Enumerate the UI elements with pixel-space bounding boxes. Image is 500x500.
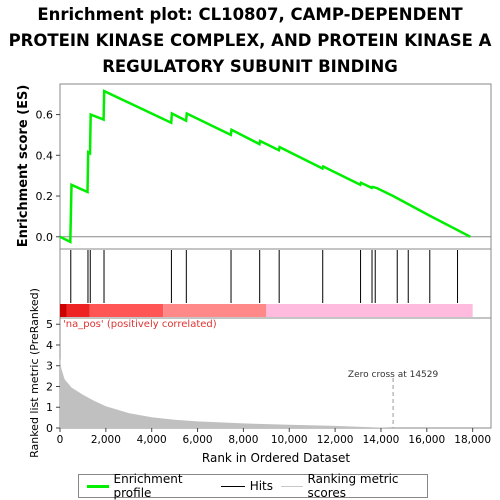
- rank-y-tick-label: 5: [46, 318, 53, 331]
- legend: Enrichment profile Hits Ranking metric s…: [78, 472, 428, 500]
- x-tick-label: 6,000: [183, 434, 213, 446]
- es-panel-frame: [59, 83, 492, 250]
- rank-y-ticks: 0 1 2 3 4 5: [46, 318, 60, 435]
- zero-cross-label: Zero cross at 14529: [348, 370, 439, 380]
- rank-y-tick-label: 2: [46, 380, 53, 393]
- legend-swatch-es: [87, 484, 109, 488]
- positive-correlation-label: 'na_pos' (positively correlated): [63, 319, 217, 330]
- ranking-metric-area: [60, 357, 473, 428]
- rank-y-tick-label: 0: [46, 422, 53, 435]
- enrichment-profile-line: [59, 89, 471, 244]
- rank-x-ticks: 0 2,000 4,000 6,000 8,000 10,000 12,000 14,000 1…: [57, 428, 491, 446]
- rank-y-axis-label: Ranked list metric (PreRanked): [28, 288, 41, 458]
- hit-markers: [70, 250, 459, 303]
- legend-label-ranking-metric: Ranking metric scores: [307, 472, 399, 500]
- es-y-tick-label: 0.0: [36, 231, 54, 244]
- x-axis-label: Rank in Ordered Dataset: [202, 451, 350, 465]
- es-y-ticks: 0.0 0.2 0.4 0.6: [36, 109, 60, 244]
- x-tick-label: 12,000: [317, 434, 354, 446]
- legend-item-ranking-metric: Ranking metric scores: [281, 472, 427, 500]
- color-bar-segment: [60, 304, 67, 317]
- x-tick-label: 2,000: [91, 434, 121, 446]
- rank-panel-frame: [59, 317, 492, 429]
- legend-item-enrichment-profile: Enrichment profile: [87, 472, 213, 500]
- x-tick-label: 4,000: [137, 434, 167, 446]
- color-bar-segment: [66, 304, 90, 317]
- legend-item-hits: Hits: [220, 479, 274, 493]
- color-bar-segment: [163, 304, 267, 317]
- legend-swatch-ranking: [281, 485, 303, 487]
- x-tick-label: 8,000: [228, 434, 258, 446]
- es-y-tick-label: 0.2: [36, 190, 54, 203]
- legend-label-enrichment-profile: Enrichment profile: [113, 472, 183, 500]
- rank-y-tick-label: 3: [46, 360, 53, 373]
- x-tick-label: 18,000: [454, 434, 491, 446]
- legend-label-hits: Hits: [249, 479, 274, 493]
- color-bar-segment: [89, 304, 164, 317]
- rank-y-tick-label: 1: [46, 401, 53, 414]
- x-tick-label: 14,000: [363, 434, 400, 446]
- es-y-tick-label: 0.6: [36, 109, 54, 122]
- ranking-color-bar: [60, 304, 473, 317]
- es-y-tick-label: 0.4: [36, 149, 54, 162]
- legend-swatch-hits: [220, 485, 245, 487]
- color-bar-segment: [266, 304, 473, 317]
- rank-y-tick-label: 4: [46, 339, 53, 352]
- x-tick-label: 0: [57, 434, 64, 446]
- es-y-axis-label: Enrichment score (ES): [16, 85, 31, 248]
- x-tick-label: 16,000: [408, 434, 445, 446]
- chart-title: Enrichment plot: CL10807, CAMP-DEPENDENT…: [8, 5, 492, 76]
- x-tick-label: 10,000: [271, 434, 308, 446]
